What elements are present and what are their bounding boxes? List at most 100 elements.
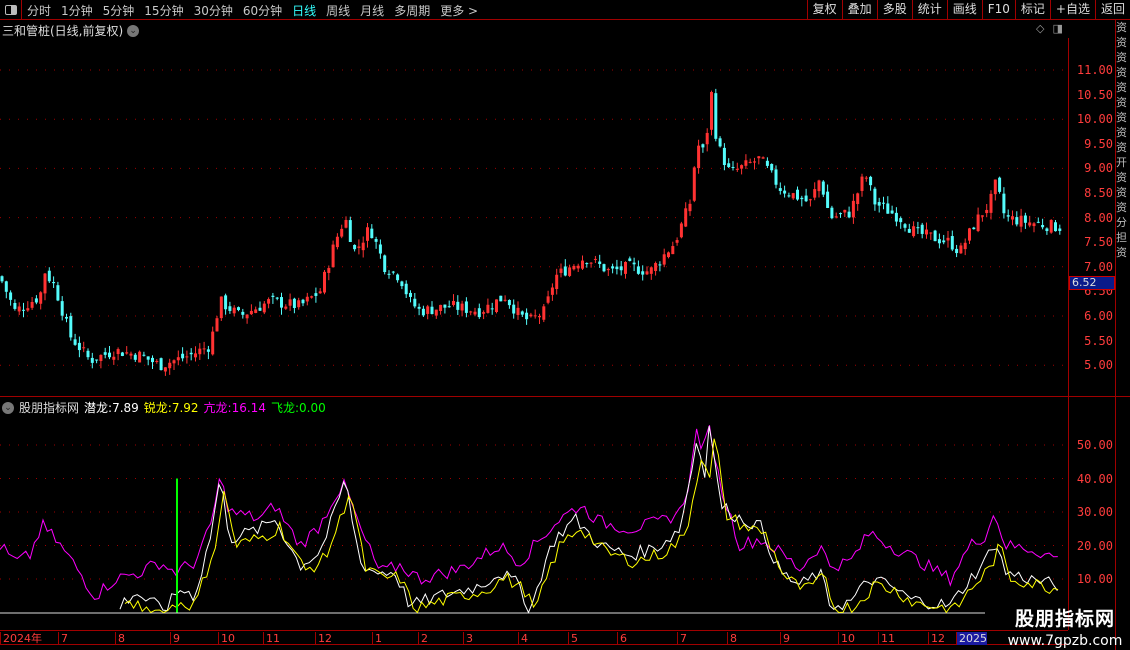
candle-body — [116, 349, 120, 355]
tool-button[interactable]: F10 — [981, 0, 1015, 20]
candle-body — [890, 210, 894, 214]
candle-body — [280, 297, 283, 308]
candle-body — [684, 208, 688, 227]
candle-body — [645, 271, 649, 275]
chevron-down-icon[interactable]: ⌄ — [2, 401, 14, 414]
diamond-icon[interactable]: ◇ — [1036, 22, 1045, 35]
candle-body — [34, 298, 38, 303]
tool-button[interactable]: 复权 — [806, 0, 842, 20]
candle-body — [288, 299, 292, 306]
candle-body — [804, 195, 808, 202]
tool-button[interactable]: 叠加 — [841, 0, 877, 20]
candle-body — [649, 267, 653, 274]
candle-body — [507, 300, 511, 306]
period-tab[interactable]: 月线 — [360, 4, 385, 18]
price-label: 9.00 — [1084, 161, 1113, 176]
period-tab[interactable]: 60分钟 — [242, 4, 283, 18]
tool-button[interactable]: +自选 — [1049, 0, 1095, 20]
strip-divider — [1115, 20, 1116, 650]
candle-body — [783, 190, 787, 194]
candle-body — [538, 316, 541, 318]
candle-body — [56, 285, 60, 301]
panel-divider[interactable] — [0, 396, 1130, 397]
candle-body — [529, 314, 533, 317]
ruilong-line — [124, 438, 1059, 614]
candle-body — [323, 271, 326, 293]
period-tab[interactable]: 分时 — [27, 4, 52, 18]
candle-body — [1041, 224, 1045, 228]
current-price-tag: 6.52 — [1069, 276, 1115, 290]
candle-body — [241, 311, 245, 315]
price-label: 11.00 — [1076, 63, 1113, 77]
period-tab[interactable]: 30分钟 — [193, 4, 233, 18]
candle-body — [146, 356, 150, 360]
side-tab-strip[interactable]: 资资资资资资资资资开资资资分担资 — [1116, 21, 1127, 259]
candle-body — [1054, 222, 1057, 232]
candle-body — [718, 138, 722, 147]
candle-body — [976, 214, 980, 232]
candle-body — [194, 353, 197, 358]
candle-body — [237, 307, 240, 311]
candle-body — [262, 303, 266, 313]
candle-body — [1058, 228, 1062, 231]
candle-body — [383, 255, 387, 272]
tool-button[interactable]: 画线 — [946, 0, 982, 20]
candle-body — [654, 263, 658, 271]
tool-button[interactable]: 统计 — [911, 0, 947, 20]
candle-body — [589, 262, 593, 264]
candle-body — [886, 203, 890, 214]
candle-body — [894, 212, 898, 222]
date-label: 3 — [463, 632, 473, 645]
date-label: 11 — [878, 632, 895, 645]
tool-buttons: 复权 叠加 多股 统计 画线 F10 标记 +自选 返回 — [806, 0, 1130, 20]
period-tab[interactable]: 15分钟 — [144, 4, 184, 18]
candle-body — [606, 269, 610, 271]
candle-body — [189, 352, 193, 355]
watermark: 股朋指标网 www.7gpzb.com — [1007, 608, 1123, 649]
candle-body — [353, 244, 357, 250]
candle-body — [4, 281, 8, 292]
layout-toggle-icon[interactable] — [0, 0, 22, 20]
candle-body — [202, 348, 206, 350]
candle-body — [697, 145, 701, 169]
tool-button[interactable]: 标记 — [1014, 0, 1050, 20]
candle-body — [176, 357, 180, 361]
candle-body — [426, 306, 430, 314]
candle-body — [937, 239, 941, 244]
candle-body — [813, 189, 817, 198]
period-tab[interactable]: 更多 > — [440, 4, 479, 18]
date-label: 12 — [315, 632, 332, 645]
candle-body — [744, 160, 748, 166]
candle-body — [1002, 193, 1006, 214]
candle-body — [327, 268, 331, 273]
candle-body — [576, 265, 580, 269]
candle-body — [1028, 222, 1032, 226]
candle-body — [722, 147, 726, 166]
price-label: 5.00 — [1084, 358, 1113, 373]
candle-body — [249, 310, 253, 315]
candle-body — [692, 167, 696, 201]
candle-body — [808, 199, 812, 201]
candle-body — [735, 168, 739, 170]
indicator-value: 亢龙:16.14 — [203, 401, 266, 415]
candle-body — [882, 202, 885, 204]
tool-button[interactable]: 多股 — [876, 0, 912, 20]
candle-body — [585, 263, 589, 265]
candle-body — [985, 209, 989, 214]
candle-body — [533, 315, 537, 317]
period-tab[interactable]: 1分钟 — [61, 4, 93, 18]
candle-body — [86, 350, 90, 358]
candle-body — [396, 274, 400, 281]
tool-button[interactable]: 返回 — [1094, 0, 1130, 20]
period-tab[interactable]: 周线 — [326, 4, 351, 18]
panel-toggle-icon[interactable]: ◨ — [1052, 22, 1063, 35]
period-tab[interactable]: 5分钟 — [102, 4, 135, 18]
period-tab[interactable]: 日线 — [292, 4, 317, 18]
kanglong-line — [0, 425, 1058, 600]
chevron-down-icon[interactable]: ⌄ — [127, 24, 140, 37]
date-label: 5 — [568, 632, 578, 645]
candle-body — [615, 266, 619, 270]
period-tab[interactable]: 多周期 — [394, 4, 431, 18]
candle-body — [929, 232, 933, 234]
